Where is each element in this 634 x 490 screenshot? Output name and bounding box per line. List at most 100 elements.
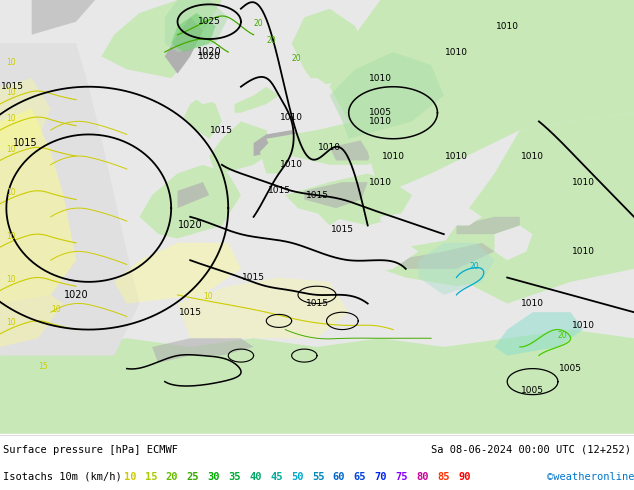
Polygon shape	[444, 113, 634, 304]
Polygon shape	[456, 217, 520, 234]
Text: 1010: 1010	[521, 151, 544, 161]
Polygon shape	[304, 182, 368, 208]
Text: 10: 10	[203, 292, 212, 301]
Text: 1010: 1010	[572, 247, 595, 256]
Text: 75: 75	[396, 471, 408, 482]
Text: 1010: 1010	[369, 117, 392, 126]
Polygon shape	[285, 173, 412, 225]
Text: 1010: 1010	[521, 299, 544, 308]
Text: 20: 20	[165, 471, 178, 482]
Text: 1010: 1010	[445, 48, 468, 56]
Text: 1010: 1010	[280, 113, 303, 122]
Polygon shape	[393, 243, 495, 269]
Text: 1015: 1015	[13, 138, 37, 148]
Polygon shape	[495, 225, 533, 260]
Text: 1015: 1015	[268, 186, 290, 196]
Polygon shape	[0, 44, 139, 356]
Text: 10: 10	[6, 275, 16, 284]
Polygon shape	[0, 108, 76, 304]
Polygon shape	[114, 243, 241, 304]
Text: 55: 55	[312, 471, 325, 482]
Polygon shape	[380, 234, 533, 286]
Text: 65: 65	[354, 471, 366, 482]
Text: 1015: 1015	[306, 191, 328, 199]
Text: 70: 70	[375, 471, 387, 482]
Text: 60: 60	[333, 471, 346, 482]
Text: 40: 40	[249, 471, 262, 482]
Text: 10: 10	[6, 115, 16, 123]
Text: 1005: 1005	[369, 108, 392, 117]
Polygon shape	[0, 330, 634, 434]
Polygon shape	[380, 208, 482, 225]
Text: 10: 10	[6, 58, 16, 67]
Text: 1010: 1010	[369, 178, 392, 187]
Text: 1015: 1015	[179, 308, 202, 317]
Text: 15: 15	[145, 471, 157, 482]
Polygon shape	[190, 78, 254, 104]
Text: 1020: 1020	[64, 290, 88, 300]
Polygon shape	[165, 17, 203, 74]
Text: 1010: 1010	[572, 321, 595, 330]
Text: 35: 35	[228, 471, 241, 482]
Text: 1020: 1020	[197, 47, 221, 57]
Text: 10: 10	[124, 471, 136, 482]
Polygon shape	[32, 0, 95, 35]
Text: 1010: 1010	[369, 74, 392, 82]
Text: 1015: 1015	[210, 125, 233, 135]
Text: 1015: 1015	[306, 299, 328, 308]
Text: 10: 10	[6, 145, 16, 154]
Polygon shape	[254, 78, 330, 104]
Text: 85: 85	[437, 471, 450, 482]
Polygon shape	[266, 122, 393, 165]
Text: 1015: 1015	[331, 225, 354, 234]
Polygon shape	[178, 277, 349, 338]
Polygon shape	[235, 87, 279, 113]
Polygon shape	[254, 130, 304, 156]
Text: 1025: 1025	[198, 17, 221, 26]
Polygon shape	[101, 0, 222, 78]
Text: Surface pressure [hPa] ECMWF: Surface pressure [hPa] ECMWF	[3, 445, 178, 455]
Text: 10: 10	[6, 88, 16, 98]
Text: 1020: 1020	[178, 220, 202, 230]
Text: 90: 90	[458, 471, 471, 482]
Polygon shape	[418, 243, 495, 295]
Polygon shape	[184, 96, 222, 139]
Polygon shape	[165, 0, 228, 52]
Polygon shape	[178, 182, 209, 208]
Text: 25: 25	[186, 471, 199, 482]
Text: 1015: 1015	[242, 273, 265, 282]
Polygon shape	[209, 122, 273, 173]
Text: 1020: 1020	[198, 52, 221, 61]
Text: 10: 10	[51, 305, 60, 314]
Text: 50: 50	[291, 471, 304, 482]
Text: 10: 10	[6, 231, 16, 241]
Polygon shape	[495, 312, 583, 356]
Text: 1010: 1010	[280, 160, 303, 169]
Text: 1010: 1010	[496, 22, 519, 30]
Polygon shape	[330, 0, 634, 195]
Polygon shape	[0, 295, 63, 347]
Text: Sa 08-06-2024 00:00 UTC (12+252): Sa 08-06-2024 00:00 UTC (12+252)	[431, 445, 631, 455]
Polygon shape	[317, 187, 368, 225]
Text: 20: 20	[558, 331, 567, 340]
Polygon shape	[171, 13, 216, 52]
Text: 10: 10	[6, 188, 16, 197]
Polygon shape	[139, 165, 241, 239]
Text: 1010: 1010	[382, 151, 404, 161]
Polygon shape	[0, 78, 51, 152]
Text: ©weatheronline.co.uk: ©weatheronline.co.uk	[547, 471, 634, 482]
Polygon shape	[178, 225, 418, 277]
Text: 10: 10	[6, 318, 16, 327]
Text: 20: 20	[469, 262, 479, 271]
Text: 1010: 1010	[572, 178, 595, 187]
Text: 30: 30	[207, 471, 220, 482]
Polygon shape	[330, 139, 380, 160]
Text: Isotachs 10m (km/h): Isotachs 10m (km/h)	[3, 471, 122, 482]
Text: 80: 80	[417, 471, 429, 482]
Polygon shape	[114, 356, 254, 399]
Text: 45: 45	[270, 471, 283, 482]
Text: 1005: 1005	[521, 386, 544, 395]
Polygon shape	[152, 338, 254, 364]
Text: 1010: 1010	[445, 151, 468, 161]
Text: 15: 15	[38, 362, 48, 370]
